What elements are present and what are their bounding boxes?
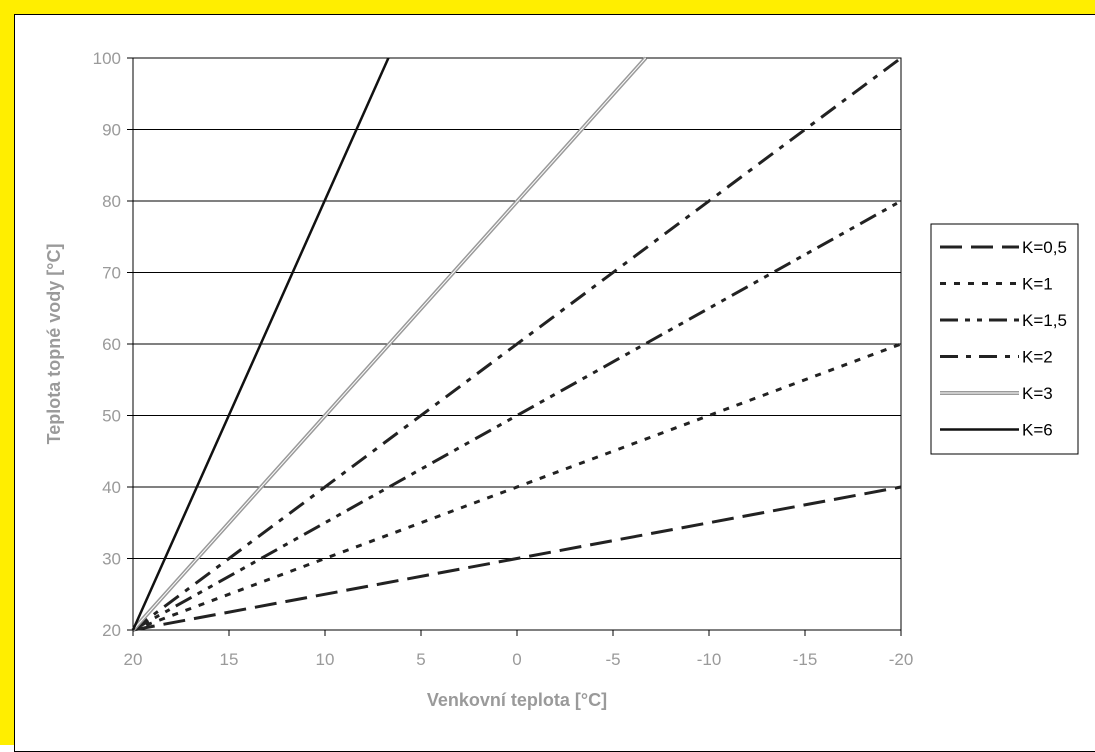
- y-tick-label: 90: [102, 121, 121, 140]
- y-tick-label: 70: [102, 264, 121, 283]
- x-tick-label: 5: [416, 650, 425, 669]
- x-tick-label: -15: [793, 650, 818, 669]
- series-line-0: [132, 485, 902, 632]
- y-tick-label: 60: [102, 335, 121, 354]
- x-tick-label: -10: [697, 650, 722, 669]
- series-line-3: [132, 56, 902, 632]
- x-tick-label: 15: [220, 650, 239, 669]
- legend: K=0,5 K=1 K=1,5 K=2 K=3 K=6: [930, 223, 1079, 455]
- y-axis-title: Teplota topné vody [°C]: [44, 244, 64, 445]
- series-lines: [131, 56, 902, 632]
- x-tick-label: -5: [605, 650, 620, 669]
- x-axis-title: Venkovní teplota [°C]: [427, 690, 607, 710]
- legend-box: [930, 223, 1079, 455]
- y-tick-label: 50: [102, 407, 121, 426]
- legend-label-2: K=1,5: [1022, 311, 1067, 330]
- x-tick-label: 20: [124, 650, 143, 669]
- series-line-5: [131, 57, 390, 631]
- series-line-1: [132, 342, 902, 632]
- y-tick-label: 40: [102, 478, 121, 497]
- y-tick-label: 30: [102, 550, 121, 569]
- y-tick-label: 100: [93, 49, 121, 68]
- legend-label-1: K=1: [1022, 275, 1053, 294]
- series-line-4-inner: [132, 57, 646, 631]
- legend-label-5: K=6: [1022, 421, 1053, 440]
- y-axis-ticks: 20 30 40 50 60 70 80 90 100: [93, 49, 133, 640]
- legend-label-3: K=2: [1022, 348, 1053, 367]
- x-tick-label: 0: [512, 650, 521, 669]
- legend-label-4: K=3: [1022, 384, 1053, 403]
- legend-items: K=0,5 K=1 K=1,5 K=2 K=3 K=6: [940, 238, 1067, 440]
- y-tick-label: 80: [102, 192, 121, 211]
- x-tick-label: -20: [889, 650, 914, 669]
- y-tick-label: 20: [102, 621, 121, 640]
- legend-label-0: K=0,5: [1022, 238, 1067, 257]
- x-axis-ticks: 20 15 10 5 0 -5 -10 -15 -20: [124, 630, 914, 669]
- x-tick-label: 10: [316, 650, 335, 669]
